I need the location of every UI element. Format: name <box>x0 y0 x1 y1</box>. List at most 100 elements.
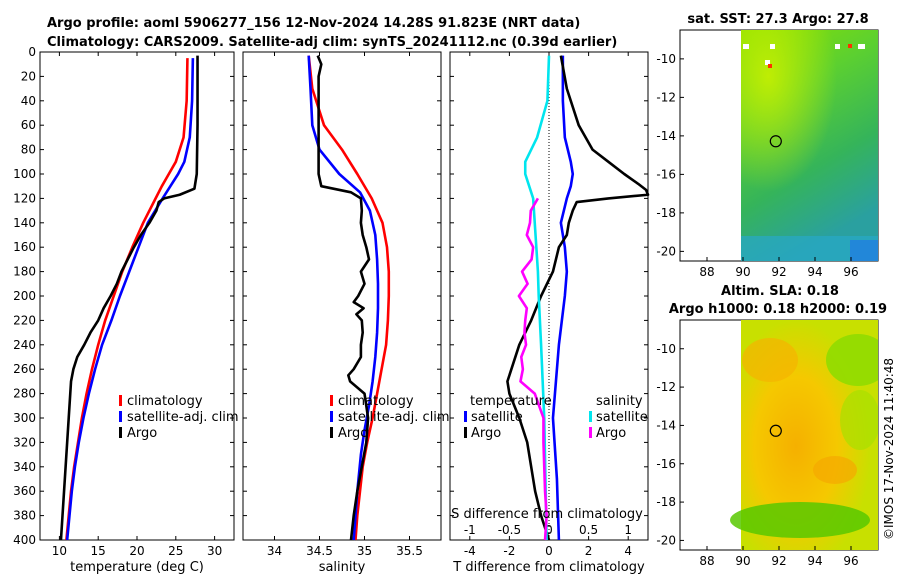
depth-tick-label: 280 <box>13 387 36 401</box>
x-tick-label: 25 <box>168 544 183 558</box>
sla-map: 88 90 92 94 96 -10 -12 -14 -16 -18 -20 <box>656 319 879 568</box>
lon-tick-label: 88 <box>699 554 714 568</box>
legend-swatch-climatology <box>119 395 122 406</box>
lat-tick-label: -10 <box>656 52 676 66</box>
difference-plot: -4 -2 0 2 4 -1 -0.5 0 0.5 1 <box>464 52 650 558</box>
depth-tick-label: 260 <box>13 362 36 376</box>
lat-tick-label: -12 <box>656 380 676 394</box>
sst-cloud-mask <box>770 44 775 49</box>
lat-tick-label: -10 <box>656 342 676 356</box>
depth-tick-label: 240 <box>13 338 36 352</box>
series-line-satellite-adj-clim <box>65 58 195 541</box>
sst-warm-patch <box>741 30 878 261</box>
temperature-plot: 10 15 20 25 30 <box>52 52 222 558</box>
sst-cloud-mask <box>743 44 749 49</box>
legend-label-s-argo: Argo <box>596 426 626 441</box>
salinity-panel <box>242 51 442 541</box>
salinity-legend: climatology satellite-adj. clim Argo <box>330 394 450 441</box>
series-line-s-satellite <box>523 55 551 541</box>
s-tick-label: 1 <box>624 523 632 537</box>
legend-label-t-satellite: satellite <box>471 410 523 425</box>
lon-tick-label: 88 <box>699 265 714 279</box>
lon-tick-label: 96 <box>843 554 858 568</box>
lat-tick-label: -18 <box>656 495 676 509</box>
legend-swatch-s-argo <box>589 427 592 438</box>
series-line-t-satellite <box>551 55 575 541</box>
difference-legend: temperature satellite Argo salinity sate… <box>464 394 648 441</box>
x-tick-label: 35 <box>357 544 372 558</box>
depth-axis: 0 20 40 60 80 100 120 140 160 180 200 220 240 260 280 3… <box>13 45 648 547</box>
t-difference-xlabel: T difference from climatology <box>452 560 645 575</box>
depth-tick-label: 0 <box>28 45 36 59</box>
lon-tick-label: 90 <box>735 554 750 568</box>
lon-tick-label: 94 <box>807 554 822 568</box>
sst-hot-pixel <box>848 44 852 48</box>
x-tick-label: 4 <box>624 544 632 558</box>
sst-map-title: sat. SST: 27.3 Argo: 27.8 <box>687 12 868 27</box>
x-tick-label: 34 <box>267 544 282 558</box>
depth-tick-label: 340 <box>13 460 36 474</box>
legend-label-t-argo: Argo <box>471 426 501 441</box>
sla-low-patch <box>826 334 878 386</box>
depth-tick-label: 60 <box>21 118 36 132</box>
s-tick-label: -0.5 <box>498 523 521 537</box>
depth-tick-label: 140 <box>13 216 36 230</box>
imos-watermark: ©IMOS 17-Nov-2024 11:40:48 <box>882 358 896 540</box>
legend-label-climatology: climatology <box>338 394 414 409</box>
s-tick-label: -1 <box>464 523 476 537</box>
salinity-xlabel: salinity <box>319 560 366 575</box>
figure-title-line1: Argo profile: aoml 5906277_156 12-Nov-20… <box>47 16 580 31</box>
legend-swatch-t-satellite <box>464 411 467 422</box>
s-difference-xlabel: S difference from climatology <box>451 507 643 522</box>
legend-label-climatology: climatology <box>127 394 203 409</box>
sla-low-patch <box>840 390 878 450</box>
sla-high-patch <box>742 338 798 382</box>
series-line-s-argo <box>517 197 548 541</box>
argo-position-marker <box>769 424 782 437</box>
legend-label-s-satellite: satellite <box>596 410 648 425</box>
sla-high-patch <box>813 456 857 484</box>
depth-tick-label: 320 <box>13 435 36 449</box>
lon-tick-label: 92 <box>771 265 786 279</box>
lon-tick-label: 90 <box>735 265 750 279</box>
depth-tick-label: 40 <box>21 94 36 108</box>
depth-tick-label: 400 <box>13 533 36 547</box>
depth-tick-label: 120 <box>13 191 36 205</box>
legend-swatch-climatology <box>330 395 333 406</box>
x-tick-label: 15 <box>91 544 106 558</box>
lat-tick-label: -14 <box>656 129 676 143</box>
s-tick-label: 0.5 <box>579 523 598 537</box>
series-line-argo <box>59 55 199 541</box>
series-line-argo <box>316 55 371 541</box>
temperature-legend: climatology satellite-adj. clim Argo <box>119 394 239 441</box>
sst-map-axes: 88 90 92 94 96 -10 -12 -14 -16 -18 -20 <box>656 52 858 279</box>
sla-map-title-line2: Argo h1000: 0.18 h2000: 0.19 <box>669 302 887 317</box>
sst-hot-pixel <box>768 64 772 68</box>
depth-tick-label: 220 <box>13 313 36 327</box>
sst-cloud-mask <box>765 60 770 65</box>
legend-swatch-satellite <box>330 411 333 422</box>
legend-swatch-t-argo <box>464 427 467 438</box>
x-tick-label: 20 <box>129 544 144 558</box>
temperature-panel <box>39 51 235 541</box>
x-tick-label: 30 <box>207 544 222 558</box>
sla-map-axes: 88 90 92 94 96 -10 -12 -14 -16 -18 -20 <box>656 342 858 568</box>
depth-tick-label: 160 <box>13 240 36 254</box>
depth-tick-label: 180 <box>13 265 36 279</box>
x-tick-label: 2 <box>585 544 593 558</box>
temperature-xlabel: temperature (deg C) <box>70 560 204 575</box>
lat-tick-label: -18 <box>656 206 676 220</box>
lat-tick-label: -20 <box>656 244 676 258</box>
lat-tick-label: -16 <box>656 167 676 181</box>
depth-tick-label: 300 <box>13 411 36 425</box>
lat-tick-label: -20 <box>656 533 676 547</box>
lon-tick-label: 92 <box>771 554 786 568</box>
x-tick-label: -4 <box>464 544 476 558</box>
legend-swatch-s-satellite <box>589 411 592 422</box>
x-tick-label: 34.5 <box>306 544 333 558</box>
s-tick-label: 0 <box>545 523 553 537</box>
lat-tick-label: -16 <box>656 457 676 471</box>
legend-swatch-satellite <box>119 411 122 422</box>
lon-tick-label: 94 <box>807 265 822 279</box>
